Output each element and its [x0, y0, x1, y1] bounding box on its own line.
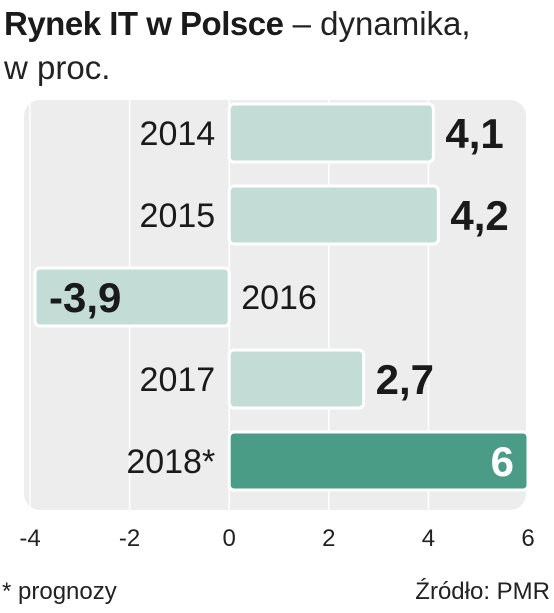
value-label: 4,2: [450, 192, 508, 239]
x-tick-label: -4: [19, 525, 40, 552]
bar: [33, 266, 231, 328]
value-label: 2,7: [376, 356, 434, 403]
category-label: 2016: [241, 279, 317, 317]
value-label: -3,9: [49, 274, 121, 321]
source-label: Źródło: PMR: [415, 578, 550, 605]
x-tick-label: 2: [322, 525, 335, 552]
x-tick-label: 6: [521, 525, 534, 552]
x-tick-label: 4: [422, 525, 435, 552]
bar: [227, 102, 435, 164]
x-tick-label: 0: [223, 525, 236, 552]
title-line2: w proc.: [4, 49, 111, 86]
category-label: 2014: [140, 115, 216, 153]
footnote: * prognozy: [2, 578, 117, 605]
title-rest: – dynamika,: [283, 5, 471, 42]
chart-title: Rynek IT w Polsce – dynamika, w proc.: [4, 2, 552, 90]
title-bold: Rynek IT w Polsce: [4, 5, 284, 42]
bar: [227, 348, 366, 410]
x-tick-label: -2: [119, 525, 140, 552]
category-label: 2018*: [126, 443, 215, 481]
value-label: 4,1: [445, 110, 503, 157]
bar: [227, 184, 440, 246]
category-label: 2017: [140, 361, 216, 399]
bar: [227, 430, 530, 492]
category-label: 2015: [140, 197, 216, 235]
value-label: 6: [491, 438, 514, 485]
